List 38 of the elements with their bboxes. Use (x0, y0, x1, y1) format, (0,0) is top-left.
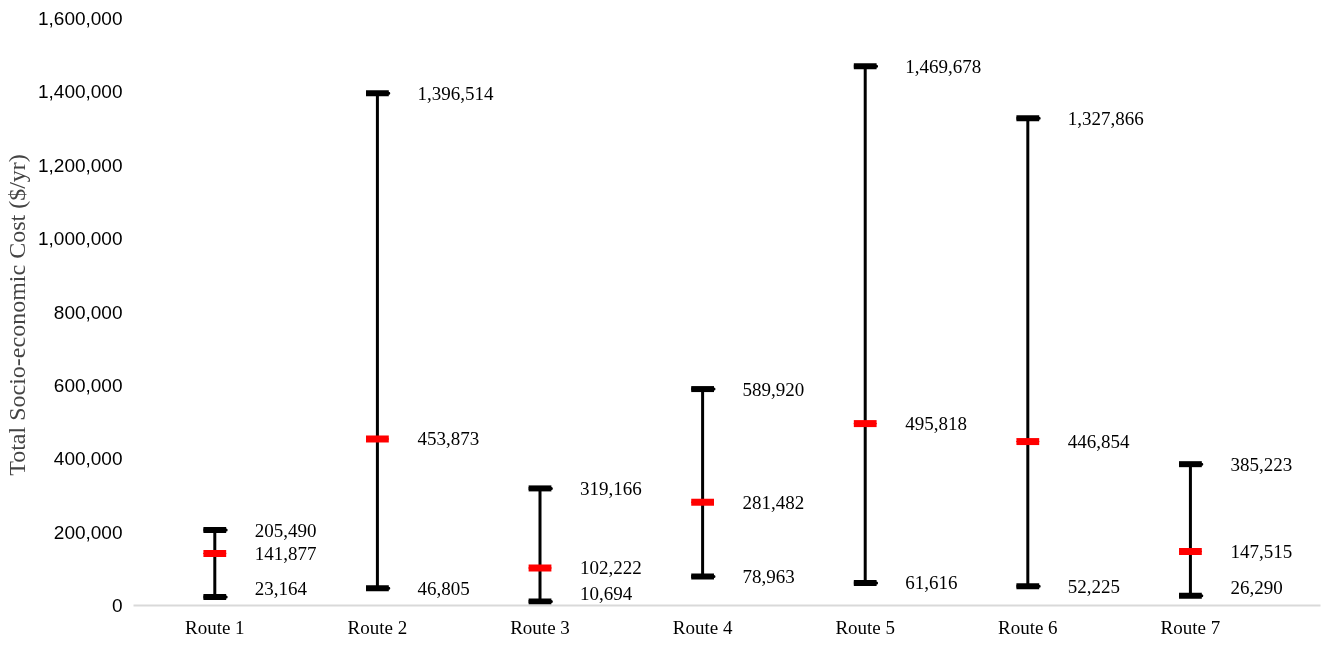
x-tick-label: Route 5 (835, 616, 896, 638)
annotation: 78,963 (742, 566, 795, 588)
y-tick-label: 0 (111, 595, 123, 616)
y-axis-title: Total Socio-economic Cost ($/yr) (3, 154, 30, 476)
x-tick-label: Route 1 (184, 616, 245, 638)
x-tick-label: Route 7 (1160, 616, 1221, 638)
annotation: 446,854 (1067, 431, 1131, 453)
annotation: 46,805 (417, 577, 470, 599)
y-tick-label: 1,600,000 (37, 8, 123, 29)
annotation: 102,222 (580, 557, 642, 579)
annotation: 61,616 (905, 572, 958, 594)
x-tick-label: Route 2 (347, 616, 408, 638)
x-tick-label: Route 6 (998, 616, 1058, 638)
annotation: 281,482 (742, 491, 805, 513)
x-tick-label: Route 4 (672, 616, 733, 638)
annotation: 52,225 (1067, 575, 1121, 597)
y-tick-label: 400,000 (53, 448, 123, 470)
annotation: 453,873 (417, 428, 480, 450)
y-tick-label: 1,200,000 (37, 154, 123, 176)
y-tick-label: 600,000 (53, 374, 123, 396)
annotation: 141,877 (254, 542, 317, 564)
annotation: 10,694 (580, 582, 633, 604)
annotation: 205,490 (254, 519, 317, 541)
y-tick-label: 1,000,000 (37, 228, 123, 250)
annotation: 1,469,678 (905, 55, 982, 77)
annotation: 147,515 (1230, 540, 1293, 562)
annotation: 23,164 (254, 578, 308, 599)
x-tick-label: Route 3 (510, 616, 570, 638)
y-tick-label: 1,400,000 (37, 81, 123, 103)
annotation: 319,166 (580, 477, 642, 499)
annotation: 26,290 (1230, 576, 1283, 598)
annotation: 1,396,514 (417, 82, 494, 104)
y-tick-label: 800,000 (53, 301, 123, 323)
annotation: 385,223 (1230, 453, 1293, 475)
annotation: 495,818 (905, 413, 967, 435)
y-tick-label: 200,000 (53, 521, 123, 543)
annotation: 1,327,866 (1067, 107, 1144, 129)
annotation: 589,920 (742, 378, 805, 400)
